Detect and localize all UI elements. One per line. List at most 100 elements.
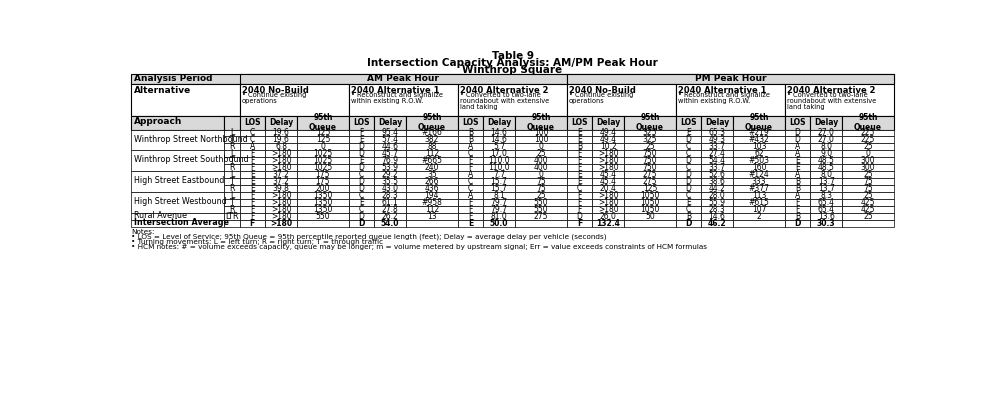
Bar <box>810 213 842 220</box>
Bar <box>676 150 701 157</box>
Bar <box>297 157 349 164</box>
Text: T: T <box>230 156 234 165</box>
Text: 20.4: 20.4 <box>600 184 617 193</box>
Text: 1350: 1350 <box>313 205 333 214</box>
Bar <box>297 150 349 157</box>
Text: 0: 0 <box>320 142 325 151</box>
Bar <box>733 136 785 143</box>
Text: B: B <box>686 212 691 221</box>
Text: 2040 No-Build: 2040 No-Build <box>569 86 636 95</box>
Bar <box>701 220 733 227</box>
Bar <box>515 136 567 143</box>
Bar <box>515 164 567 171</box>
Text: E: E <box>577 170 582 179</box>
Bar <box>701 164 733 171</box>
Bar <box>265 143 297 150</box>
Bar <box>297 185 349 192</box>
Bar <box>515 199 567 206</box>
Bar <box>842 157 894 164</box>
Text: E: E <box>359 156 364 165</box>
Bar <box>483 206 515 213</box>
Bar <box>483 213 515 220</box>
Bar <box>224 171 240 178</box>
Bar <box>131 192 224 213</box>
Text: D: D <box>794 136 800 145</box>
Bar <box>458 192 483 199</box>
Text: #503: #503 <box>748 156 769 165</box>
Text: 110.0: 110.0 <box>488 156 510 165</box>
Text: F: F <box>577 163 582 172</box>
Text: 88: 88 <box>427 142 437 151</box>
Bar <box>406 136 458 143</box>
Bar <box>297 143 349 150</box>
Bar <box>810 171 842 178</box>
Bar <box>406 116 458 129</box>
Text: • Continue existing: • Continue existing <box>569 92 633 98</box>
Text: C: C <box>250 136 255 145</box>
Bar <box>733 129 785 136</box>
Bar <box>265 185 297 192</box>
Bar <box>240 213 265 220</box>
Text: LOS: LOS <box>680 118 697 127</box>
Text: 43.0: 43.0 <box>382 184 399 193</box>
Text: 35.5: 35.5 <box>382 177 399 186</box>
Text: 2: 2 <box>757 212 761 221</box>
Bar <box>374 164 406 171</box>
Bar <box>458 164 483 171</box>
Text: D: D <box>685 156 691 165</box>
Bar <box>676 178 701 185</box>
Bar <box>810 143 842 150</box>
Text: 75: 75 <box>863 184 873 193</box>
Bar <box>374 129 406 136</box>
Text: 76.9: 76.9 <box>382 156 399 165</box>
Bar <box>676 143 701 150</box>
Bar <box>483 171 515 178</box>
Text: 113: 113 <box>752 191 766 200</box>
Bar <box>458 213 483 220</box>
Text: A: A <box>795 149 800 158</box>
Text: 95th
Queue: 95th Queue <box>418 113 446 132</box>
Bar <box>701 192 733 199</box>
Text: C: C <box>686 149 691 158</box>
Bar <box>785 220 810 227</box>
Bar <box>592 171 624 178</box>
Text: 300: 300 <box>861 156 875 165</box>
Bar <box>374 150 406 157</box>
Text: 266: 266 <box>425 177 439 186</box>
Text: D: D <box>685 177 691 186</box>
Text: 95th
Queue: 95th Queue <box>309 113 337 132</box>
Bar <box>567 164 592 171</box>
Bar <box>676 192 701 199</box>
Bar <box>701 171 733 178</box>
Text: D: D <box>358 163 364 172</box>
Text: 27.4: 27.4 <box>709 149 726 158</box>
Bar <box>458 157 483 164</box>
Bar <box>458 178 483 185</box>
Bar <box>785 116 810 129</box>
Bar <box>265 206 297 213</box>
Text: >180: >180 <box>271 212 291 221</box>
Text: F: F <box>468 163 473 172</box>
Bar <box>240 143 265 150</box>
Text: 95th
Queue: 95th Queue <box>745 113 773 132</box>
Text: 25: 25 <box>863 142 873 151</box>
Text: Alternative: Alternative <box>134 87 191 96</box>
Bar <box>240 185 265 192</box>
Text: 28.3: 28.3 <box>709 205 726 214</box>
Bar <box>265 116 297 129</box>
Bar <box>349 150 374 157</box>
Bar <box>131 150 224 171</box>
Text: • Reconstruct and signalize: • Reconstruct and signalize <box>678 92 770 98</box>
Bar <box>240 199 265 206</box>
Text: 14.6: 14.6 <box>491 136 508 145</box>
Text: 95.4: 95.4 <box>382 129 399 138</box>
Text: High Street Eastbound: High Street Eastbound <box>134 176 224 185</box>
Text: 325: 325 <box>643 136 657 145</box>
Bar <box>567 84 676 116</box>
Text: 25: 25 <box>863 191 873 200</box>
Text: E: E <box>359 136 364 145</box>
Bar <box>515 206 567 213</box>
Text: F: F <box>577 191 582 200</box>
Text: 15.7: 15.7 <box>491 184 508 193</box>
Text: 65.4: 65.4 <box>818 205 835 214</box>
